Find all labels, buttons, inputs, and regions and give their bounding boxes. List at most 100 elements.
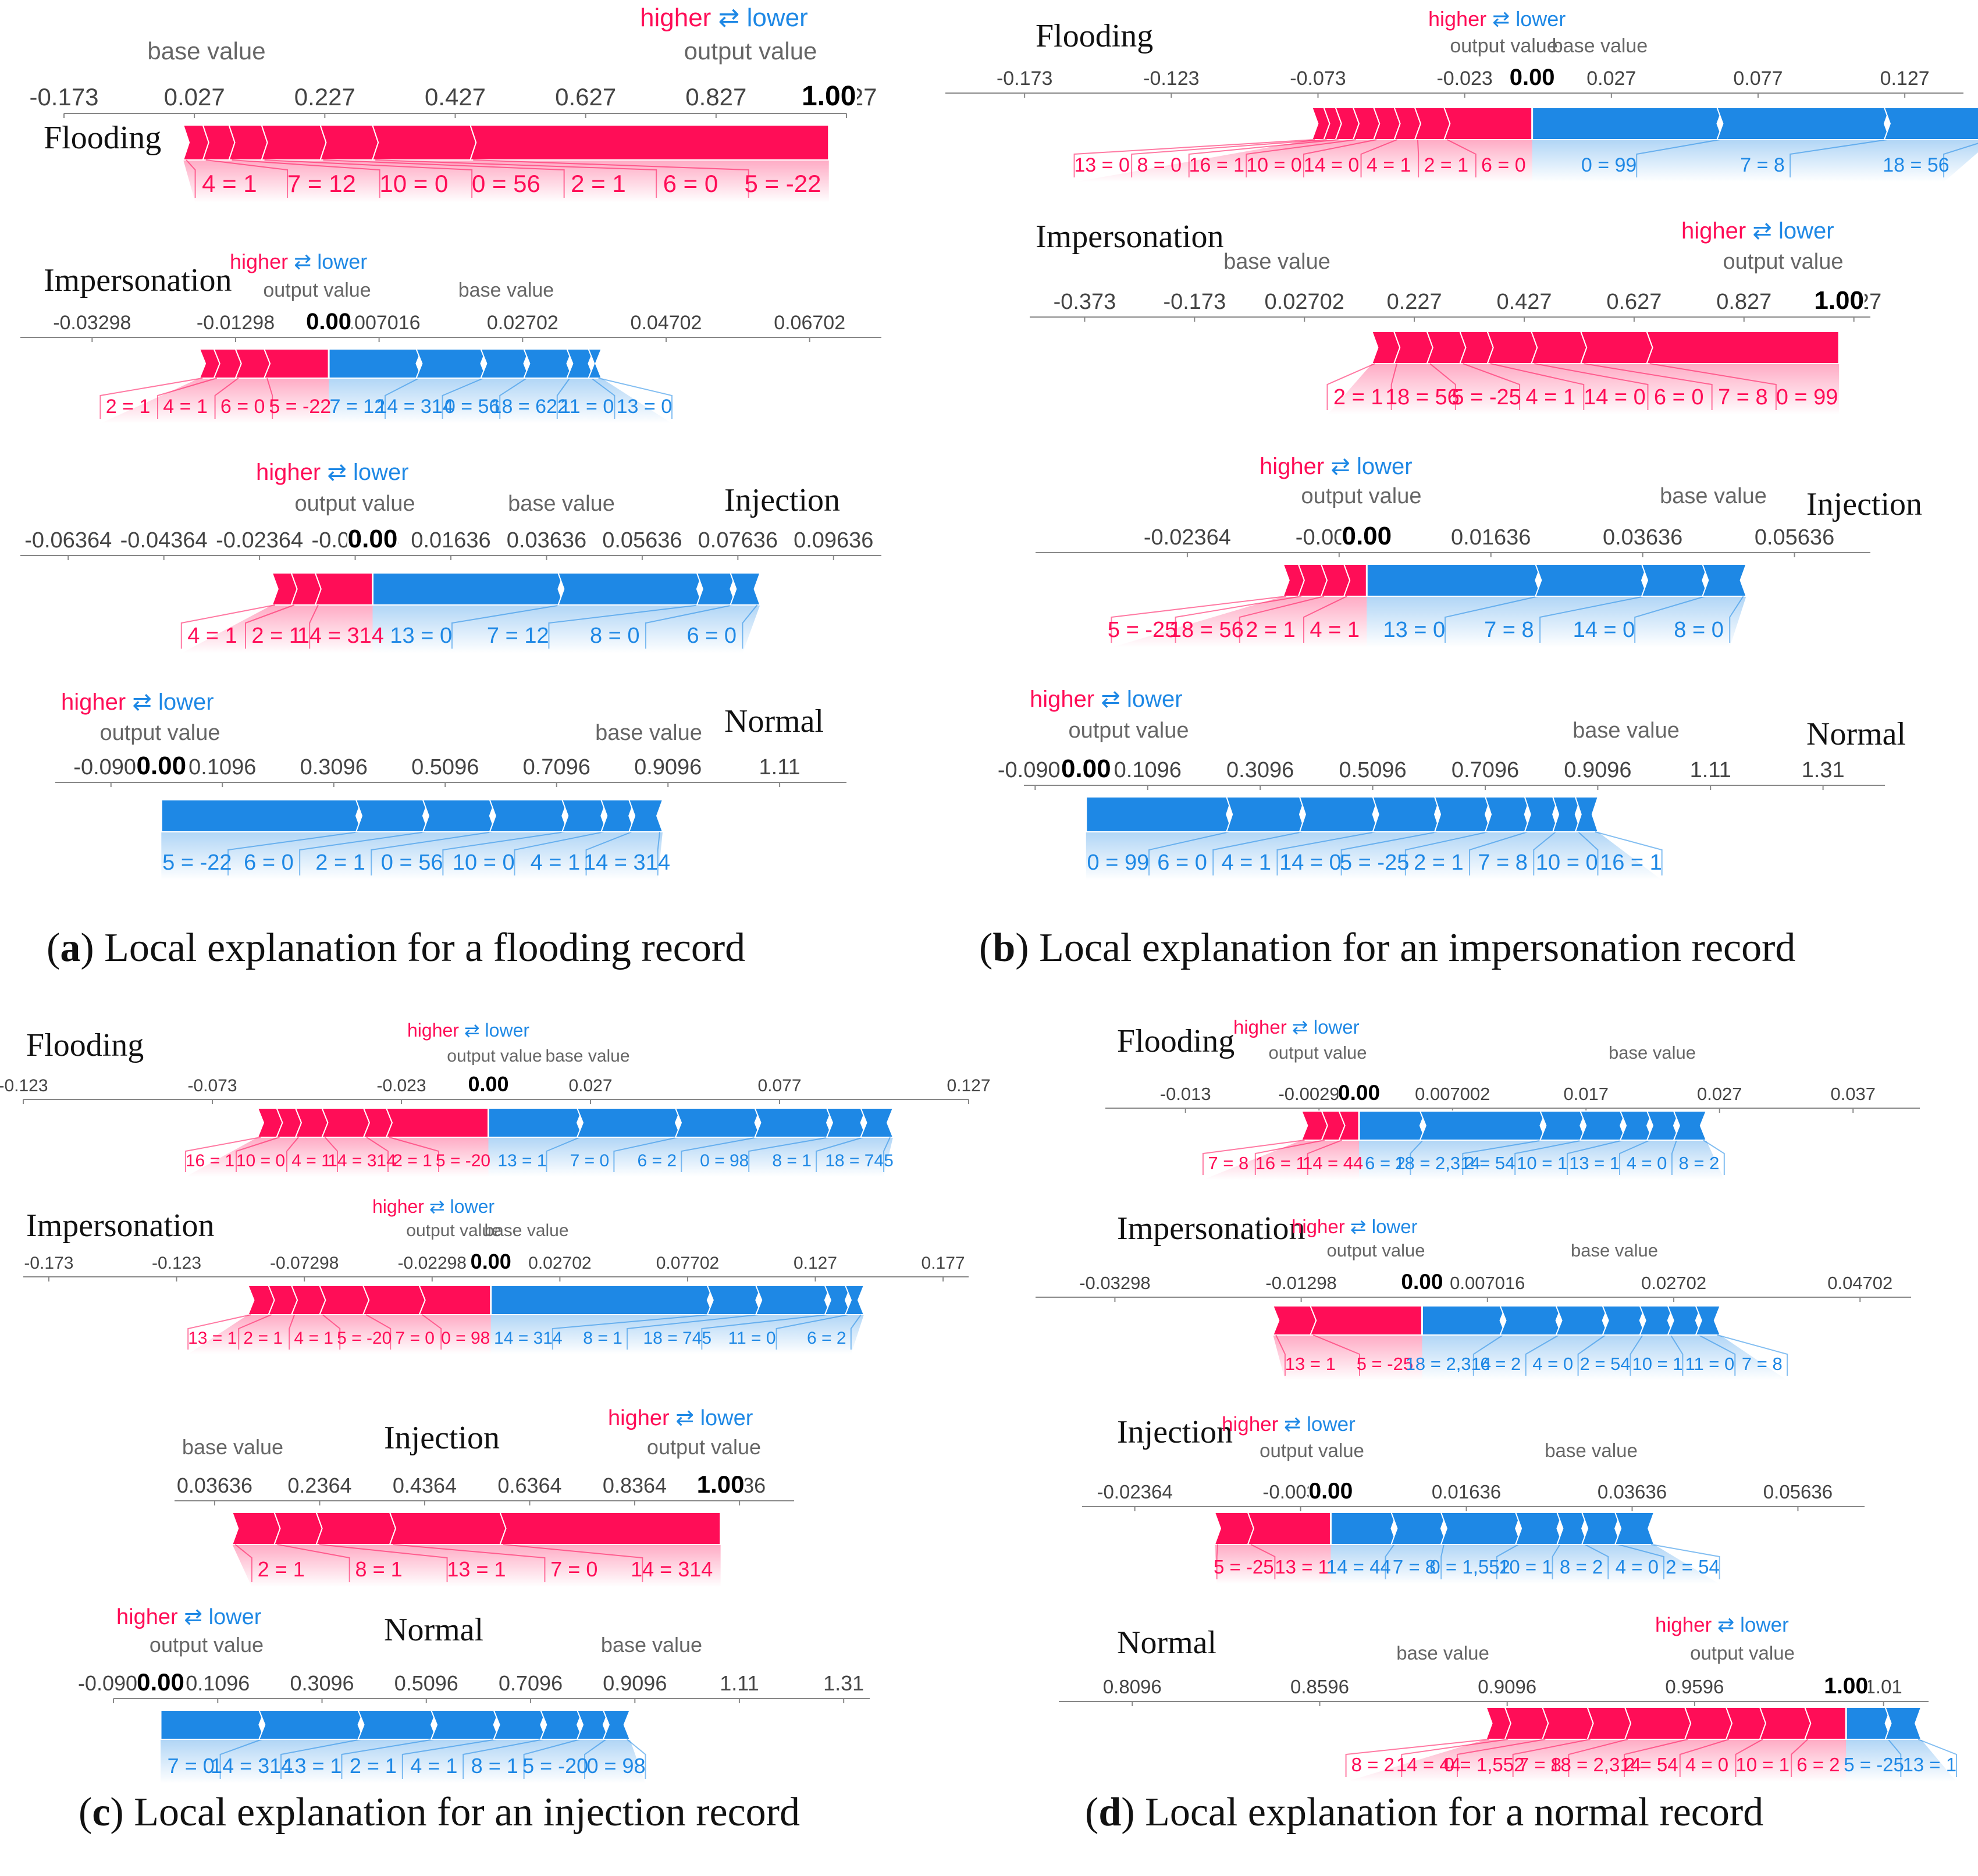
bar-negative-14-314 [415, 348, 488, 379]
output-value-bg [347, 524, 399, 550]
legend-lower: lower [485, 1020, 530, 1041]
connector-positive [1456, 1739, 1546, 1777]
connector-positive [319, 1544, 448, 1582]
feature-label-negative: 13 = 1 [497, 1151, 546, 1170]
output-value-label: output value [1327, 1240, 1425, 1261]
caption-b-letter: b [992, 925, 1015, 970]
connector-positive [1111, 596, 1286, 643]
connector-positive [324, 1137, 338, 1172]
output-value: 0.00 [1308, 1479, 1353, 1504]
connector-positive [187, 1314, 251, 1350]
bar-positive-2-1 [231, 1512, 281, 1545]
tick-label: -0.173 [1163, 290, 1226, 314]
output-value: 1.00 [1824, 1674, 1868, 1699]
feature-label-negative: 6 = 0 [1157, 850, 1207, 875]
connector-positive [323, 159, 565, 198]
legend-higher: higher [230, 250, 294, 273]
feature-label-negative: 6 = 0 [244, 850, 294, 875]
connector-negative [1670, 1334, 1684, 1376]
feature-label-positive: 10 = 0 [236, 1151, 285, 1170]
connector-positive [1512, 1739, 1591, 1777]
feature-label-negative: 5 = -25 [1340, 850, 1409, 875]
feature-label-positive: 4 = 0 [1685, 1754, 1728, 1775]
legend: higher ⇄ lower [640, 3, 808, 32]
bar-positive-7-8 [1586, 1707, 1632, 1740]
legend-lower: lower [1127, 686, 1183, 712]
tick-label: -0.01298 [197, 312, 275, 334]
bar-positive-0-56 [261, 124, 327, 161]
output-value-bg [468, 1073, 508, 1094]
base-value-label: base value [458, 279, 554, 301]
feature-label-negative: 6 = 0 [686, 624, 737, 648]
feature-label-negative: 18 = 745 [643, 1329, 712, 1348]
legend-lower: lower [1515, 7, 1566, 31]
tick-label: 0.04702 [1827, 1273, 1892, 1293]
tick-label: 0.3096 [290, 1671, 354, 1695]
feature-label-negative: 13 = 1 [283, 1754, 341, 1778]
feature-label-positive: 6 = 0 [1481, 154, 1526, 176]
connector-negative [584, 1739, 607, 1779]
bar-positive-0-99 [1646, 331, 1840, 364]
feature-label-positive: 4 = 1 [163, 396, 208, 418]
class-label: Impersonation [44, 262, 232, 298]
connector-negative [1917, 1739, 1957, 1777]
output-value-bg [1308, 1478, 1353, 1501]
connector-positive [236, 1137, 280, 1172]
tick-label: -0.013 [1160, 1084, 1211, 1104]
connector-negative [1698, 1334, 1736, 1376]
legend: higher ⇄ lower [1260, 454, 1413, 479]
class-label: Impersonation [1036, 219, 1223, 255]
feature-label-negative: 13 = 1 [1902, 1754, 1956, 1775]
connector-positive [1250, 1544, 1276, 1579]
bar-negative-2-1 [430, 1710, 501, 1740]
connector-positive [1360, 139, 1397, 177]
legend-lower: lower [1372, 1216, 1418, 1237]
bar-negative-18-622 [522, 348, 574, 379]
connector-negative [552, 1314, 710, 1350]
output-value: 0.00 [468, 1072, 508, 1096]
output-value-label: output value [1301, 484, 1421, 508]
tick-label: 1.31 [1802, 758, 1845, 782]
bar-negative-13-1 [488, 1108, 584, 1138]
tick-label: 0.03636 [507, 528, 586, 553]
connector-positive [1401, 1739, 1508, 1777]
tick-label: 0.06702 [774, 312, 845, 334]
feature-label-positive: 7 = 8 [1518, 1754, 1561, 1775]
legend-arrows-icon: ⇄ [718, 3, 747, 32]
bar-positive-8-1 [273, 1512, 323, 1545]
class-label: Injection [1806, 486, 1922, 522]
tick-label: -0.123 [1143, 67, 1199, 90]
bar-positive-7-0 [389, 1512, 507, 1545]
output-value: 0.00 [1342, 522, 1392, 550]
positive-shade [232, 1544, 721, 1587]
tick-label: 0.427 [1496, 290, 1552, 314]
connector-positive [180, 604, 276, 649]
connector-negative [1636, 139, 1720, 177]
output-value-bg [1338, 1081, 1380, 1102]
feature-label-positive: 8 = 2 [1351, 1754, 1394, 1775]
class-label: Flooding [1036, 18, 1153, 54]
feature-label-negative: 10 = 1 [1499, 1556, 1553, 1578]
tick-label: -0.01298 [1265, 1273, 1336, 1293]
output-value-label: output value [1450, 35, 1557, 57]
feature-label-negative: 4 = 0 [1616, 1556, 1659, 1578]
connector-negative [451, 604, 561, 649]
connector-positive [185, 1137, 261, 1172]
feature-label-positive: 4 = 1 [1367, 154, 1411, 176]
connector-positive [238, 1314, 272, 1350]
feature-label-positive: 2 = 1 [243, 1329, 283, 1348]
connector-negative [775, 1314, 849, 1350]
legend-arrows-icon: ⇄ [1492, 7, 1515, 31]
output-value: 0.00 [348, 525, 398, 553]
connector-negative [1943, 143, 1978, 177]
feature-label-negative: 18 = 2,314 [1394, 1153, 1480, 1173]
negative-shade [490, 1315, 864, 1354]
bar-negative-18-745 [755, 1285, 832, 1315]
bar-negative-4-1 [600, 799, 636, 832]
positive-shade [1203, 1140, 1360, 1180]
feature-label-positive: 14 = 314 [328, 1151, 396, 1170]
output-value: 0.00 [1061, 754, 1111, 783]
bar-negative-2-1 [422, 799, 497, 832]
bar-negative-2-54 [1539, 1110, 1587, 1141]
caption-b-text: Local explanation for an impersonation r… [1039, 925, 1795, 970]
